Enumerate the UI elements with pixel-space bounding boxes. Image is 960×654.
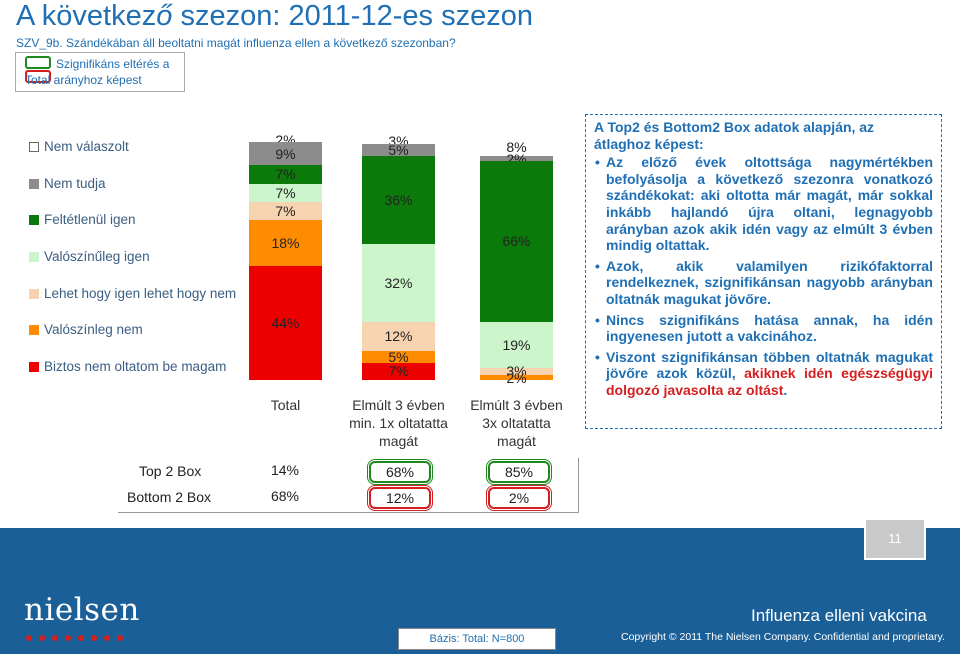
bullet-4-highlight: akiknek idén egészségügyi dolgozó javaso… — [606, 365, 933, 398]
bar-segment — [362, 321, 435, 351]
significance-legend: Szignifikáns eltérés a Total arányhoz ké… — [15, 52, 185, 92]
box-value: 2% — [488, 487, 550, 509]
data-label: 5% — [388, 142, 409, 159]
data-label: 66% — [502, 233, 531, 250]
bar-segment — [480, 137, 553, 157]
legend-swatch — [29, 215, 39, 225]
data-label: 32% — [384, 274, 413, 291]
legend-swatch — [29, 325, 39, 335]
bar-segment — [362, 243, 435, 322]
legend-swatch — [29, 362, 39, 372]
base-note: Bázis: Total: N=800 — [398, 628, 556, 650]
bar-segment — [480, 375, 553, 380]
data-label: 36% — [384, 192, 413, 209]
legend-swatch — [29, 179, 39, 189]
legend-label: Nem válaszolt — [44, 139, 129, 154]
insight-panel: A Top2 és Bottom2 Box adatok alapján, az… — [585, 114, 942, 429]
legend-swatch — [29, 142, 39, 152]
box-value: 68% — [270, 488, 300, 504]
legend-label: Biztos nem oltatom be magam — [44, 359, 227, 374]
nielsen-logo: nielsen — [24, 592, 140, 628]
bullet-1: Az előző évek oltottsága nagymértékben b… — [595, 154, 933, 254]
box-value: 68% — [369, 461, 431, 483]
bullet-4: Viszont szignifikánsan többen oltatnák m… — [595, 349, 933, 399]
category-label: Elmúlt 3 évben 3x oltatatta magát — [455, 396, 578, 450]
category-label: Total — [224, 396, 347, 414]
bullet-3: Nincs szignifikáns hatása annak, ha idén… — [595, 312, 933, 345]
box-value: 85% — [488, 461, 550, 483]
legend-swatch — [29, 252, 39, 262]
legend-swatch — [29, 289, 39, 299]
bar-segment — [249, 142, 322, 166]
data-label: 2% — [506, 369, 527, 386]
legend-label: Feltétlenül igen — [44, 212, 136, 227]
legend-label: Valószínűleg igen — [44, 249, 150, 264]
data-label: 7% — [275, 202, 296, 219]
category-label-line: Elmúlt 3 évben — [352, 397, 445, 413]
data-label: 5% — [388, 348, 409, 365]
bar-segment — [362, 144, 435, 157]
bar-segment — [249, 266, 322, 380]
box-value: 12% — [369, 487, 431, 509]
data-label: 3% — [506, 363, 527, 380]
category-label-line: min. 1x oltatatta — [349, 415, 448, 431]
bar-segment — [249, 219, 322, 267]
data-label: 8% — [506, 138, 527, 155]
bar-segment — [249, 201, 322, 220]
bar: 2% 9% 7% 7% 7% 18% 44% — [249, 133, 322, 380]
bar-segment — [249, 165, 322, 184]
legend-label: Valószínleg nem — [44, 322, 143, 337]
bar-segment — [249, 137, 322, 143]
box-row-label: Top 2 Box — [139, 463, 202, 479]
category-label-line: magát — [497, 433, 536, 449]
data-label: 7% — [275, 184, 296, 201]
question-subtitle: SZV_9b. Szándékában áll beoltatni magát … — [16, 36, 456, 50]
category-label-line: 3x oltatatta — [482, 415, 551, 431]
legend-label: Lehet hogy igen lehet hogy nem — [44, 286, 237, 301]
bar: 8% 2% 66% 19% 3% 2% — [480, 137, 553, 385]
table-right-rule — [578, 458, 579, 513]
footer-topic: Influenza elleni vakcina — [751, 606, 927, 625]
bar-segment — [480, 321, 553, 368]
box-row-label: Bottom 2 Box — [127, 489, 212, 505]
table-bottom-rule — [118, 512, 578, 513]
bar-segment — [362, 350, 435, 363]
bullet-2: Azok, akik valamilyen rizikófaktorral re… — [595, 258, 933, 308]
category-label-line: Total — [270, 397, 301, 413]
higher-sig-swatch — [25, 56, 51, 69]
bar-segment — [480, 161, 553, 322]
data-label: 3% — [388, 132, 409, 149]
category-label-line: magát — [379, 433, 418, 449]
bar-segment — [480, 156, 553, 162]
bar-segment — [480, 367, 553, 376]
bar-segment — [362, 362, 435, 380]
bar-segment — [362, 137, 435, 145]
data-label: 18% — [271, 234, 300, 251]
data-label: 9% — [275, 145, 296, 162]
page-title: A következő szezon: 2011-12-es szezon — [16, 0, 533, 32]
bar-segment — [249, 183, 322, 202]
logo-dots — [26, 628, 130, 646]
page-number: 11 — [864, 518, 926, 560]
footer-copyright: Copyright © 2011 The Nielsen Company. Co… — [621, 631, 945, 643]
legend-label: Nem tudja — [44, 176, 106, 191]
bar: 3% 5% 36% 32% 12% 5% 7% — [362, 132, 435, 380]
category-label: Elmúlt 3 évben min. 1x oltatatta magát — [337, 396, 460, 450]
data-label: 7% — [275, 166, 296, 183]
bar-segment — [362, 156, 435, 244]
sig-legend-line2: Total arányhoz képest — [25, 73, 142, 87]
data-label: 12% — [384, 328, 413, 345]
box-value: 14% — [270, 462, 300, 478]
data-label: 7% — [388, 363, 409, 380]
data-label: 44% — [271, 315, 300, 332]
panel-intro: A Top2 és Bottom2 Box adatok alapján, az… — [594, 119, 875, 152]
data-label: 19% — [502, 336, 531, 353]
category-label-line: Elmúlt 3 évben — [470, 397, 563, 413]
sig-legend-line1: Szignifikáns eltérés a — [56, 57, 170, 71]
panel-bullets: Az előző évek oltottsága nagymértékben b… — [594, 154, 933, 398]
lower-sig-swatch — [25, 70, 51, 83]
